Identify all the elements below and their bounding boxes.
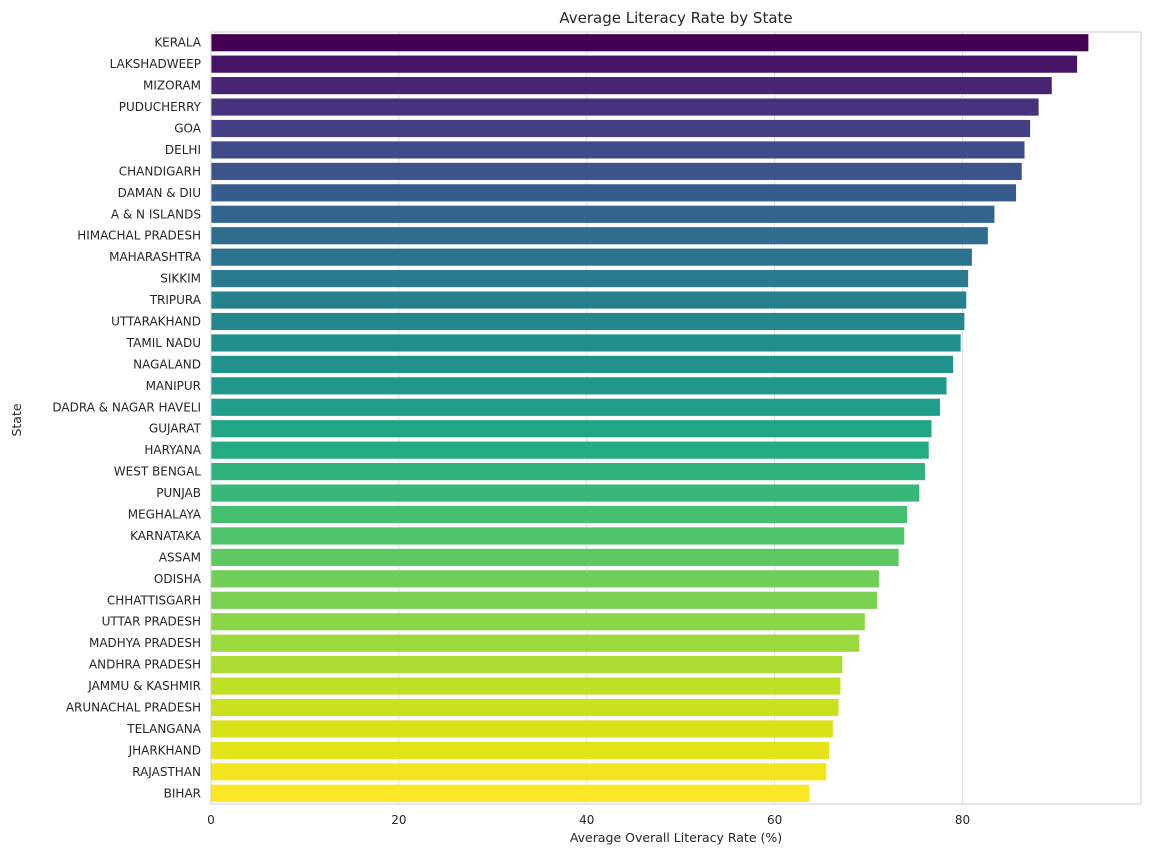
- bar-meghalaya: [211, 505, 908, 524]
- plot-frame: [210, 31, 1142, 805]
- y-tick-label: TELANGANA: [126, 722, 202, 736]
- y-tick-label: MADHYA PRADESH: [89, 636, 201, 650]
- y-tick-label: GOA: [174, 122, 202, 136]
- bar-tripura: [211, 291, 967, 309]
- y-tick-label: RAJASTHAN: [132, 765, 201, 779]
- bar-dadra-nagar-haveli: [211, 398, 940, 416]
- bar-haryana: [211, 441, 929, 459]
- y-tick-label: TRIPURA: [149, 293, 202, 307]
- x-tick-labels: 0 20 40 60 80: [207, 813, 970, 827]
- y-tick-label: UTTAR PRADESH: [102, 615, 201, 629]
- chart-title: Average Literacy Rate by State: [559, 9, 792, 27]
- y-tick-label: NAGALAND: [133, 357, 201, 371]
- bar-west-bengal: [211, 463, 925, 481]
- bar-chandigarh: [211, 162, 1022, 180]
- bar-gujarat: [211, 420, 932, 438]
- bar-telangana: [211, 720, 833, 738]
- bar-arunachal-pradesh: [211, 698, 839, 717]
- y-tick-label: MANIPUR: [146, 379, 201, 393]
- y-tick-label: GUJARAT: [149, 422, 202, 436]
- x-tick-label: 0: [207, 813, 215, 827]
- bar-manipur: [211, 377, 947, 395]
- y-tick-label: DADRA & NAGAR HAVELI: [52, 400, 201, 414]
- y-tick-label: JHARKHAND: [128, 743, 201, 757]
- bar-puducherry: [211, 98, 1039, 116]
- bar-kerala: [211, 34, 1089, 52]
- y-tick-label: KARNATAKA: [130, 529, 202, 543]
- y-tick-label: PUDUCHERRY: [119, 100, 202, 114]
- bar-lakshadweep: [211, 55, 1078, 73]
- bar-assam: [211, 548, 899, 566]
- x-tick-label: 20: [391, 813, 406, 827]
- y-tick-label: CHHATTISGARH: [107, 593, 201, 607]
- y-tick-label: A & N ISLANDS: [111, 207, 201, 221]
- y-tick-label: KERALA: [154, 36, 201, 50]
- bar-uttarakhand: [211, 312, 965, 331]
- bar-punjab: [211, 484, 920, 502]
- y-tick-label: PUNJAB: [156, 486, 201, 500]
- bar-jharkhand: [211, 741, 830, 759]
- y-tick-label: SIKKIM: [160, 272, 201, 286]
- y-tick-label: BIHAR: [164, 786, 201, 800]
- bar-andhra-pradesh: [211, 656, 843, 674]
- bar-bihar: [211, 784, 810, 802]
- y-tick-label: ASSAM: [159, 550, 201, 564]
- y-tick-label: MEGHALAYA: [128, 508, 202, 522]
- x-tick-label: 40: [579, 813, 594, 827]
- y-tick-label: WEST BENGAL: [114, 465, 202, 479]
- y-tick-label: DELHI: [165, 143, 201, 157]
- bar-rajasthan: [211, 763, 827, 781]
- x-tick-label: 60: [767, 813, 782, 827]
- x-axis-label: Average Overall Literacy Rate (%): [570, 830, 782, 845]
- bar-maharashtra: [211, 248, 972, 266]
- y-tick-label: JAMMU & KASHMIR: [87, 679, 201, 693]
- y-tick-label: CHANDIGARH: [119, 164, 201, 178]
- y-tick-label: UTTARAKHAND: [111, 315, 201, 329]
- y-axis-label: State: [9, 403, 24, 436]
- bar-uttar-pradesh: [211, 613, 865, 631]
- y-tick-label: TAMIL NADU: [126, 336, 201, 350]
- bar-sikkim: [211, 270, 969, 288]
- bar-jammu-kashmir: [211, 677, 841, 695]
- y-tick-label: DAMAN & DIU: [118, 186, 201, 200]
- bar-himachal-pradesh: [211, 227, 988, 245]
- bar-karnataka: [211, 527, 905, 545]
- y-tick-label: HARYANA: [144, 443, 201, 457]
- bar-chhattisgarh: [211, 591, 878, 609]
- bar-odisha: [211, 570, 879, 588]
- bar-madhya-pradesh: [211, 634, 860, 652]
- bar-mizoram: [211, 77, 1052, 95]
- bar-nagaland: [211, 355, 954, 373]
- bar-a-n-islands: [211, 205, 995, 223]
- y-tick-label: MIZORAM: [143, 79, 201, 93]
- bars: [211, 34, 1089, 802]
- x-tick-label: 80: [955, 813, 970, 827]
- bar-goa: [211, 119, 1031, 138]
- y-tick-label: HIMACHAL PRADESH: [77, 229, 201, 243]
- y-tick-label: ODISHA: [154, 572, 202, 586]
- y-tick-labels: KERALA LAKSHADWEEP MIZORAM PUDUCHERRY GOA DEL…: [52, 36, 201, 801]
- y-tick-label: ANDHRA PRADESH: [89, 658, 201, 672]
- y-tick-label: ARUNACHAL PRADESH: [66, 701, 201, 715]
- y-tick-label: MAHARASHTRA: [109, 250, 202, 264]
- bar-daman-diu: [211, 184, 1017, 202]
- y-tick-label: LAKSHADWEEP: [110, 57, 201, 71]
- bar-tamil-nadu: [211, 334, 961, 352]
- bar-delhi: [211, 141, 1025, 159]
